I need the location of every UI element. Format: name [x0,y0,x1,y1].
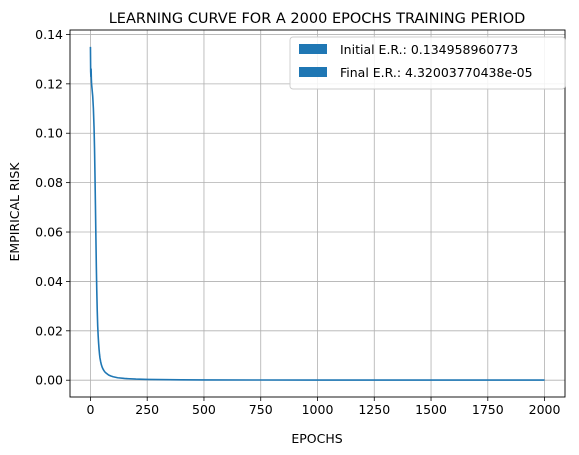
x-tick-label: 1750 [472,402,504,417]
plot-lines [89,46,545,381]
x-tick-label: 250 [135,402,159,417]
legend-label-initial: Initial E.R.: 0.134958960773 [340,42,518,57]
y-tick-label: 0.08 [35,175,63,190]
legend-label-final: Final E.R.: 4.32003770438e-05 [340,65,533,80]
x-tick-label: 1000 [302,402,334,417]
x-tick-label: 750 [249,402,273,417]
y-tick-label: 0.14 [35,27,63,42]
y-tick-label: 0.12 [35,76,63,91]
x-tick-label: 2000 [529,402,561,417]
x-tick-label: 0 [86,402,94,417]
axis-ticks: 0 250 500 750 1000 1250 1500 1750 2000 0.00 0.02 0.… [35,27,560,417]
legend-box [289,36,566,90]
legend-swatch-initial [299,44,327,54]
legend: Initial E.R.: 0.134958960773 Final E.R.:… [289,36,566,90]
grid [70,30,565,397]
x-tick-label: 1250 [358,402,390,417]
x-axis-label: EPOCHS [291,431,342,446]
y-tick-label: 0.06 [35,225,63,240]
y-tick-label: 0.02 [35,323,63,338]
y-axis-label: EMPIRICAL RISK [7,162,22,262]
y-tick-label: 0.04 [35,274,63,289]
x-tick-label: 500 [192,402,216,417]
y-tick-label: 0.00 [35,373,63,388]
legend-swatch-final [299,67,327,77]
chart-title: LEARNING CURVE FOR A 2000 EPOCHS TRAININ… [109,11,526,27]
y-tick-label: 0.10 [35,126,63,141]
x-tick-label: 1500 [415,402,447,417]
series-line-0 [89,46,545,381]
